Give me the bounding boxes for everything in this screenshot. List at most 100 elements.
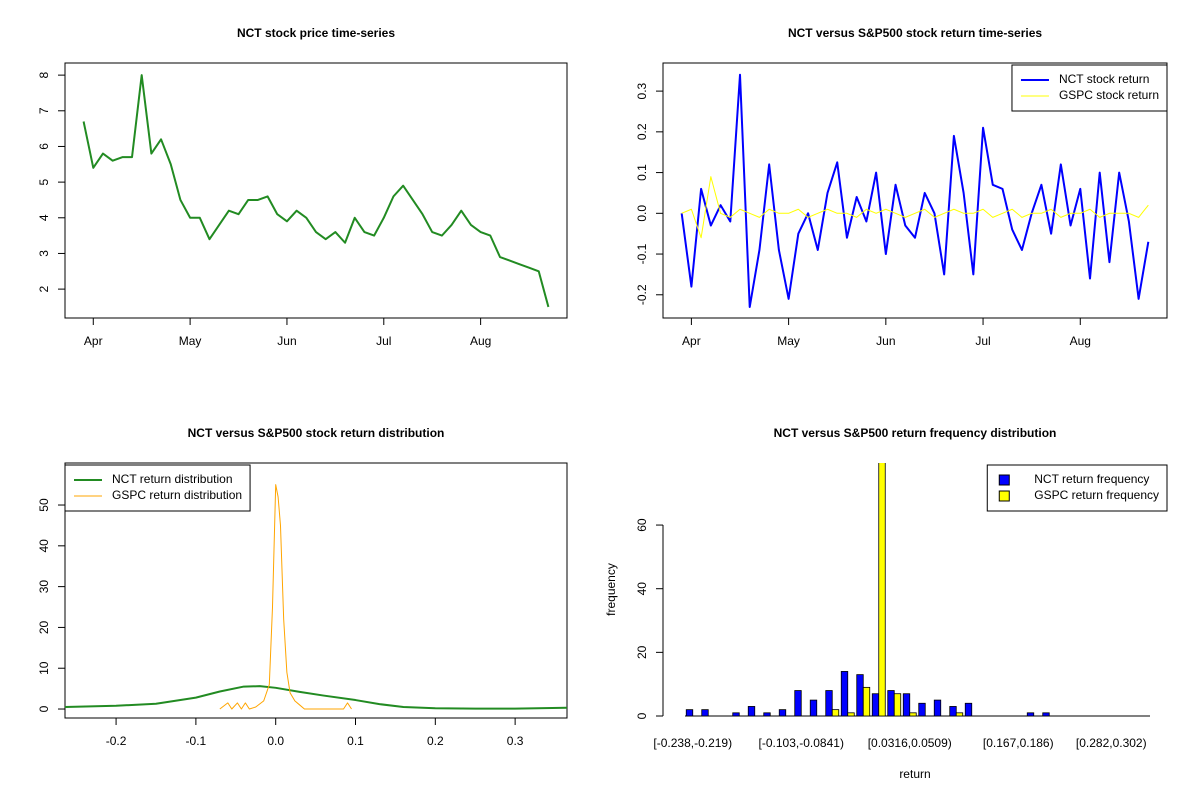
plot-frame [64, 462, 568, 719]
legend-frame [64, 464, 251, 512]
chart-title: NCT versus S&P500 stock return distribut… [188, 426, 445, 440]
bar [909, 712, 917, 716]
x-tick-label: [-0.103,-0.0841) [759, 736, 844, 750]
bar [918, 702, 926, 716]
panel: NCT versus S&P500 return frequency distr… [604, 426, 1168, 781]
x-tick-label: May [179, 334, 202, 348]
legend-frame [986, 464, 1168, 512]
series-line [82, 74, 550, 308]
bar [871, 693, 880, 716]
bar [893, 693, 902, 716]
y-tick-label: 2 [37, 285, 51, 292]
x-tick-label: Apr [682, 334, 701, 348]
bar [862, 686, 871, 716]
bar [685, 709, 694, 716]
x-tick-label: [0.282,0.302) [1076, 736, 1147, 750]
x-tick-label: -0.1 [186, 734, 207, 748]
x-tick-label: -0.2 [106, 734, 127, 748]
bar [902, 693, 911, 716]
y-tick-label: 0.2 [635, 123, 649, 140]
series-line [681, 176, 1149, 239]
bar [847, 712, 855, 716]
chart-title: NCT versus S&P500 return frequency distr… [774, 426, 1057, 440]
y-tick-label: 20 [635, 645, 649, 659]
x-tick-label: May [777, 334, 800, 348]
y-tick-label: 60 [635, 518, 649, 532]
x-tick-label: [-0.238,-0.219) [653, 736, 732, 750]
bar [747, 706, 756, 716]
plot-frame [64, 62, 568, 319]
panel: NCT versus S&P500 stock return time-seri… [635, 26, 1168, 348]
bar [701, 709, 709, 716]
legend-label: NCT return distribution [112, 472, 233, 486]
x-tick-label: Aug [1070, 334, 1091, 348]
bar [955, 712, 964, 716]
y-tick-label: -0.2 [635, 284, 649, 305]
bar [732, 712, 740, 716]
y-tick-label: 0 [37, 705, 51, 712]
y-tick-label: 50 [37, 498, 51, 512]
x-tick-label: Jun [277, 334, 296, 348]
legend-frame [1011, 64, 1168, 112]
series-line [680, 73, 1150, 308]
y-tick-label: 5 [37, 178, 51, 185]
plot-frame [662, 62, 1168, 319]
y-tick-label: 30 [37, 580, 51, 594]
bar [763, 712, 771, 716]
bar [825, 690, 833, 716]
bar [1042, 712, 1050, 716]
x-tick-label: Aug [470, 334, 491, 348]
x-tick-label: 0.2 [427, 734, 444, 748]
x-tick-label: Jul [975, 334, 990, 348]
legend-label: NCT return frequency [1034, 472, 1149, 486]
y-tick-label: 4 [37, 214, 51, 221]
bar [878, 463, 886, 716]
legend: NCT return frequency GSPC return frequenc… [986, 464, 1168, 512]
series-line [65, 685, 567, 710]
chart-title: NCT versus S&P500 stock return time-seri… [788, 26, 1042, 40]
bar [840, 671, 849, 716]
y-tick-label: 0 [635, 712, 649, 719]
legend: NCT return distribution GSPC return distr… [64, 464, 251, 512]
bar [933, 699, 942, 716]
bar [856, 674, 864, 716]
legend-label: GSPC return distribution [112, 488, 242, 502]
legend-label: NCT stock return [1059, 72, 1149, 86]
y-tick-label: 0.0 [635, 205, 649, 222]
bar [887, 690, 895, 716]
legend-swatch [998, 474, 1010, 486]
y-tick-label: 7 [37, 107, 51, 114]
x-tick-label: 0.1 [347, 734, 364, 748]
x-tick-label: Jun [876, 334, 895, 348]
bar [949, 706, 957, 716]
x-axis-label: return [899, 767, 930, 781]
x-tick-label: 0.0 [267, 734, 284, 748]
y-tick-label: -0.1 [635, 243, 649, 264]
y-tick-label: 0.1 [635, 164, 649, 181]
legend-swatch [998, 490, 1010, 502]
y-tick-label: 3 [37, 250, 51, 257]
panel: NCT versus S&P500 stock return distribut… [37, 426, 568, 748]
y-tick-label: 20 [37, 620, 51, 634]
bar [794, 690, 802, 716]
x-tick-label: [0.0316,0.0509) [868, 736, 952, 750]
chart-title: NCT stock price time-series [237, 26, 395, 40]
y-tick-label: 40 [37, 539, 51, 553]
y-tick-label: 0.3 [635, 82, 649, 99]
bar [1026, 712, 1035, 716]
x-tick-label: Jul [376, 334, 391, 348]
bar [809, 699, 818, 716]
y-tick-label: 40 [635, 582, 649, 596]
bar [778, 709, 787, 716]
legend-label: GSPC return frequency [1034, 488, 1159, 502]
y-axis-label: frequency [604, 563, 618, 616]
bar [831, 709, 840, 716]
x-tick-label: [0.167,0.186) [983, 736, 1054, 750]
x-tick-label: Apr [84, 334, 103, 348]
panel: NCT stock price time-series 2 3 4 5 6 7 8 Apr May… [37, 26, 568, 348]
bar [964, 702, 973, 716]
y-tick-label: 8 [37, 71, 51, 78]
legend: NCT stock return GSPC stock return [1011, 64, 1168, 112]
